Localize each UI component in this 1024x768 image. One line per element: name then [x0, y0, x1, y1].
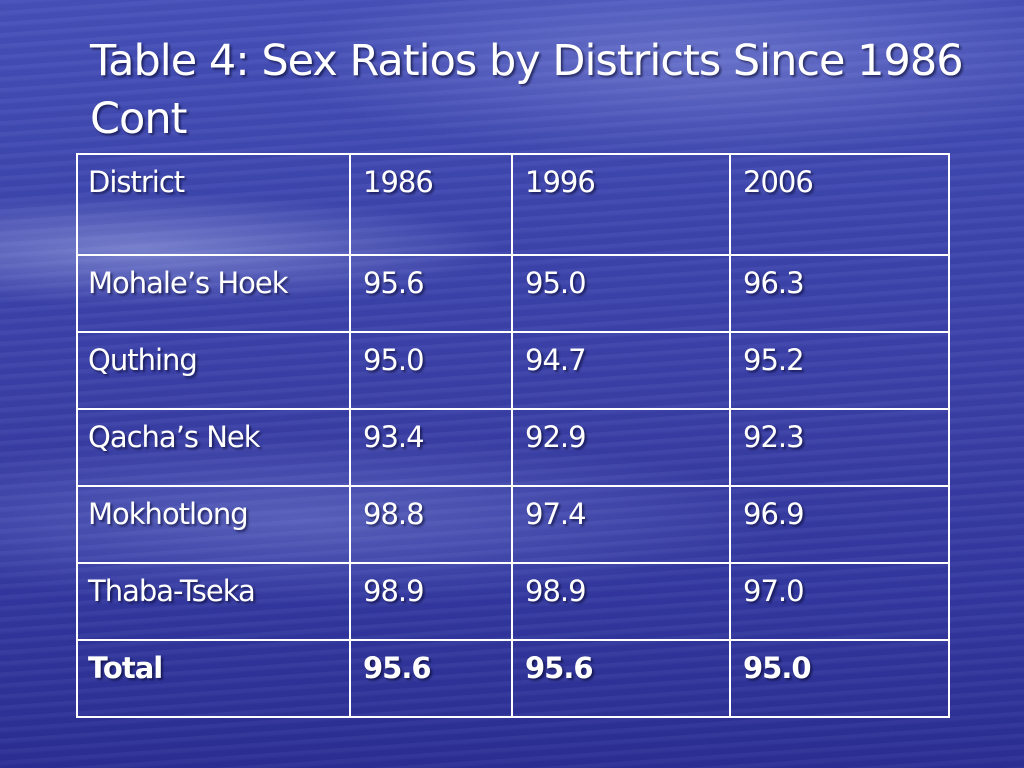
district-cell: Quthing	[76, 331, 351, 410]
table-row: Mohale’s Hoek 95.6 95.0 96.3	[76, 254, 950, 333]
table-row: Quthing 95.0 94.7 95.2	[76, 331, 950, 410]
district-cell: Qacha’s Nek	[76, 408, 351, 487]
ratio-1986-cell: 98.9	[349, 562, 513, 641]
ratio-1996-cell: 95.0	[511, 254, 731, 333]
ratio-1996-cell: 92.9	[511, 408, 731, 487]
column-header-2006: 2006	[729, 153, 950, 256]
ratio-2006-cell: 96.9	[729, 485, 950, 564]
table-row: Qacha’s Nek 93.4 92.9 92.3	[76, 408, 950, 487]
total-1986-cell: 95.6	[349, 639, 513, 718]
table-total-row: Total 95.6 95.6 95.0	[76, 639, 950, 718]
ratio-1996-cell: 94.7	[511, 331, 731, 410]
total-2006-cell: 95.0	[729, 639, 950, 718]
table-row: Thaba-Tseka 98.9 98.9 97.0	[76, 562, 950, 641]
district-cell: Mokhotlong	[76, 485, 351, 564]
ratio-2006-cell: 96.3	[729, 254, 950, 333]
ratio-1986-cell: 98.8	[349, 485, 513, 564]
ratio-2006-cell: 97.0	[729, 562, 950, 641]
table-row: Mokhotlong 98.8 97.4 96.9	[76, 485, 950, 564]
total-label-cell: Total	[76, 639, 351, 718]
column-header-district: District	[76, 153, 351, 256]
ratio-1996-cell: 97.4	[511, 485, 731, 564]
district-cell: Thaba-Tseka	[76, 562, 351, 641]
total-1996-cell: 95.6	[511, 639, 731, 718]
ratio-1986-cell: 95.0	[349, 331, 513, 410]
ratio-1986-cell: 93.4	[349, 408, 513, 487]
slide-title: Table 4: Sex Ratios by Districts Since 1…	[90, 36, 964, 144]
column-header-1996: 1996	[511, 153, 731, 256]
table-header-row: District 1986 1996 2006	[76, 153, 950, 256]
ratio-2006-cell: 95.2	[729, 331, 950, 410]
column-header-1986: 1986	[349, 153, 513, 256]
ratio-2006-cell: 92.3	[729, 408, 950, 487]
sex-ratio-table: District 1986 1996 2006 Mohale’s Hoek 95…	[76, 153, 950, 718]
ratio-1996-cell: 98.9	[511, 562, 731, 641]
district-cell: Mohale’s Hoek	[76, 254, 351, 333]
ratio-1986-cell: 95.6	[349, 254, 513, 333]
